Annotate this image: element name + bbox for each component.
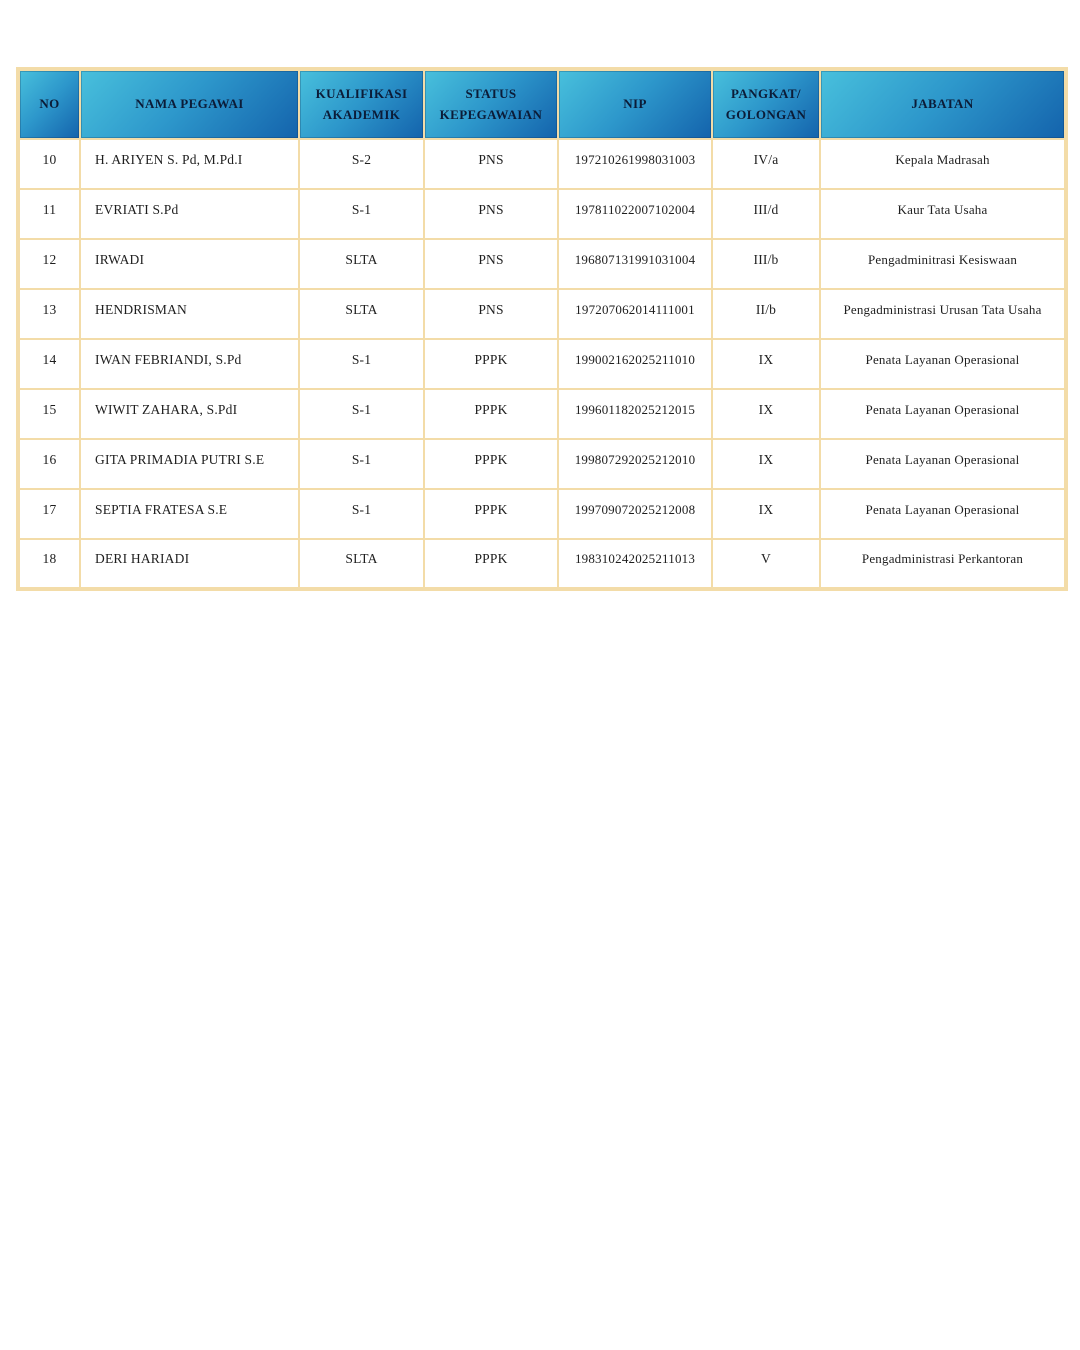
table-row: 14 IWAN FEBRIANDI, S.Pd S-1 PPPK 19900216202… [17, 338, 1067, 390]
cell-status: PPPK [423, 338, 559, 390]
employee-table-body: 10 H. ARIYEN S. Pd, M.Pd.I S-2 PNS 197210261… [17, 138, 1067, 590]
cell-status: PPPK [423, 388, 559, 440]
cell-kualifikasi: SLTA [298, 288, 425, 340]
column-header-kualifikasi: KUALIFIKASI AKADEMIK [298, 68, 425, 140]
cell-jabatan: Penata Layanan Operasional [819, 338, 1067, 390]
cell-nip: 197207062014111001 [557, 288, 713, 340]
column-header-jabatan: JABATAN [819, 68, 1067, 140]
table-row: 16 GITA PRIMADIA PUTRI S.E S-1 PPPK 19980729… [17, 438, 1067, 490]
cell-no: 14 [17, 338, 81, 390]
cell-nip: 197811022007102004 [557, 188, 713, 240]
cell-status: PNS [423, 238, 559, 290]
cell-pangkat: II/b [711, 288, 821, 340]
cell-no: 16 [17, 438, 81, 490]
cell-jabatan: Kepala Madrasah [819, 138, 1067, 190]
cell-status: PPPK [423, 488, 559, 540]
cell-nama: DERI HARIADI [79, 538, 300, 590]
cell-nama: SEPTIA FRATESA S.E [79, 488, 300, 540]
cell-nama: GITA PRIMADIA PUTRI S.E [79, 438, 300, 490]
cell-nip: 196807131991031004 [557, 238, 713, 290]
cell-kualifikasi: S-1 [298, 488, 425, 540]
table-row: 18 DERI HARIADI SLTA PPPK 198310242025211013… [17, 538, 1067, 590]
cell-nip: 199601182025212015 [557, 388, 713, 440]
table-row: 12 IRWADI SLTA PNS 196807131991031004 III/b Pe… [17, 238, 1067, 290]
cell-jabatan: Penata Layanan Operasional [819, 388, 1067, 440]
cell-nama: IRWADI [79, 238, 300, 290]
cell-nama: WIWIT ZAHARA, S.PdI [79, 388, 300, 440]
column-header-no: NO [17, 68, 81, 140]
column-header-nama: NAMA PEGAWAI [79, 68, 300, 140]
cell-kualifikasi: S-1 [298, 438, 425, 490]
cell-jabatan: Penata Layanan Operasional [819, 438, 1067, 490]
column-header-status: STATUS KEPEGAWAIAN [423, 68, 559, 140]
cell-pangkat: IX [711, 338, 821, 390]
cell-pangkat: V [711, 538, 821, 590]
cell-no: 17 [17, 488, 81, 540]
table-row: 17 SEPTIA FRATESA S.E S-1 PPPK 1997090720252… [17, 488, 1067, 540]
cell-jabatan: Pengadministrasi Urusan Tata Usaha [819, 288, 1067, 340]
cell-pangkat: III/d [711, 188, 821, 240]
cell-no: 18 [17, 538, 81, 590]
cell-pangkat: IX [711, 388, 821, 440]
cell-kualifikasi: S-1 [298, 188, 425, 240]
cell-kualifikasi: S-2 [298, 138, 425, 190]
cell-status: PNS [423, 188, 559, 240]
column-header-nip: NIP [557, 68, 713, 140]
table-row: 11 EVRIATI S.Pd S-1 PNS 197811022007102004 II… [17, 188, 1067, 240]
cell-no: 10 [17, 138, 81, 190]
cell-nama: IWAN FEBRIANDI, S.Pd [79, 338, 300, 390]
cell-status: PPPK [423, 438, 559, 490]
cell-status: PPPK [423, 538, 559, 590]
cell-kualifikasi: SLTA [298, 538, 425, 590]
cell-pangkat: IX [711, 438, 821, 490]
table-row: 10 H. ARIYEN S. Pd, M.Pd.I S-2 PNS 197210261… [17, 138, 1067, 190]
cell-nama: H. ARIYEN S. Pd, M.Pd.I [79, 138, 300, 190]
header-row: NO NAMA PEGAWAI KUALIFIKASI AKADEMIK STA… [17, 68, 1067, 140]
cell-no: 13 [17, 288, 81, 340]
cell-kualifikasi: S-1 [298, 338, 425, 390]
cell-nip: 197210261998031003 [557, 138, 713, 190]
cell-pangkat: IV/a [711, 138, 821, 190]
cell-nip: 199002162025211010 [557, 338, 713, 390]
cell-status: PNS [423, 138, 559, 190]
table-row: 13 HENDRISMAN SLTA PNS 197207062014111001 II/… [17, 288, 1067, 340]
cell-nip: 199807292025212010 [557, 438, 713, 490]
employee-table-header: NO NAMA PEGAWAI KUALIFIKASI AKADEMIK STA… [17, 68, 1067, 140]
cell-no: 11 [17, 188, 81, 240]
cell-status: PNS [423, 288, 559, 340]
cell-nama: HENDRISMAN [79, 288, 300, 340]
column-header-pangkat: PANGKAT/ GOLONGAN [711, 68, 821, 140]
cell-nip: 198310242025211013 [557, 538, 713, 590]
cell-kualifikasi: S-1 [298, 388, 425, 440]
cell-pangkat: III/b [711, 238, 821, 290]
cell-no: 12 [17, 238, 81, 290]
cell-jabatan: Penata Layanan Operasional [819, 488, 1067, 540]
cell-jabatan: Pengadministrasi Perkantoran [819, 538, 1067, 590]
table-row: 15 WIWIT ZAHARA, S.PdI S-1 PPPK 199601182025… [17, 388, 1067, 440]
cell-no: 15 [17, 388, 81, 440]
cell-nip: 199709072025212008 [557, 488, 713, 540]
cell-jabatan: Kaur Tata Usaha [819, 188, 1067, 240]
cell-jabatan: Pengadminitrasi Kesiswaan [819, 238, 1067, 290]
cell-pangkat: IX [711, 488, 821, 540]
employee-table: NO NAMA PEGAWAI KUALIFIKASI AKADEMIK STA… [16, 67, 1068, 591]
cell-nama: EVRIATI S.Pd [79, 188, 300, 240]
cell-kualifikasi: SLTA [298, 238, 425, 290]
